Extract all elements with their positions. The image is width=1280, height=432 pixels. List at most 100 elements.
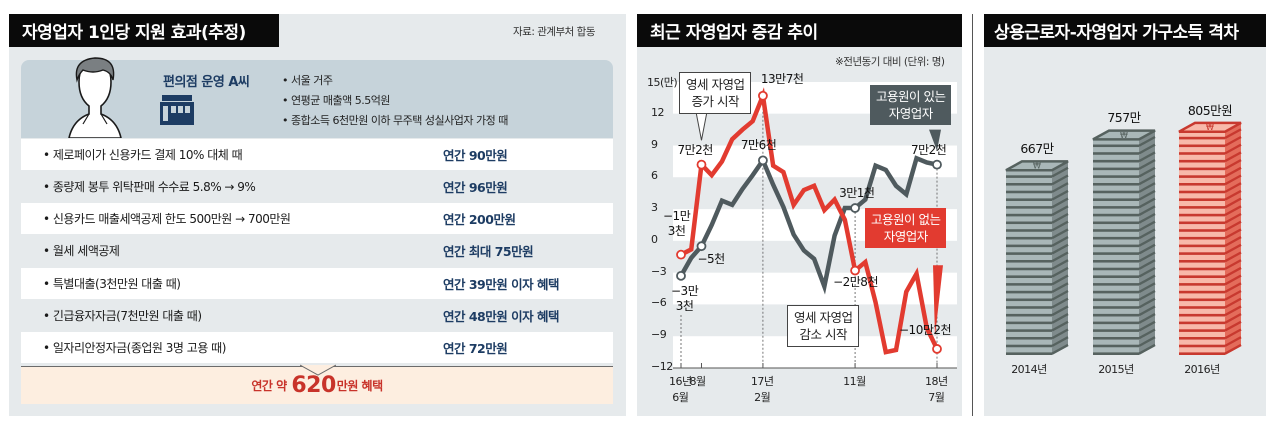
coin-layer — [1179, 247, 1225, 255]
coin-layer — [1179, 262, 1225, 271]
coin-layer — [1006, 331, 1052, 340]
total-pointer — [300, 364, 336, 376]
coin-edge — [1093, 144, 1139, 148]
y-tick-label: 3 — [651, 201, 658, 215]
benefit-label: • 긴급융자자금(7천만원 대출 때) — [43, 309, 202, 323]
label-red-nov: −2만8천 — [833, 274, 878, 289]
coin-edge — [1179, 183, 1225, 186]
coin-side-edge — [1224, 251, 1242, 263]
coin-side-edge — [1224, 212, 1242, 224]
coin-edge — [1093, 152, 1139, 155]
coin-edge — [1179, 213, 1225, 217]
coin-side-edge — [1051, 313, 1069, 324]
coin-side-edge — [1051, 166, 1069, 178]
coin-layer — [1006, 224, 1052, 232]
coin-side-edge — [1051, 289, 1069, 301]
y-tick-label: 0 — [651, 232, 658, 246]
y-tick-label: −3 — [651, 264, 667, 278]
coin-layer — [1093, 254, 1139, 263]
coin-edge — [1006, 344, 1052, 348]
coin-layer — [1093, 301, 1139, 309]
benefit-label: • 제로페이가 신용카드 결제 10% 대체 때 — [43, 148, 243, 162]
benefit-row: • 일자리안정자금(종업원 3명 고용 때) 연간 72만원 — [21, 332, 613, 363]
x-tick-label: 8월 — [689, 375, 706, 388]
coin-layer — [1093, 239, 1139, 248]
y-tick-label: 6 — [651, 169, 658, 183]
coin-side-edge — [1138, 166, 1156, 178]
profile-card — [21, 60, 613, 138]
benefit-label: • 일자리안정자금(종업원 3명 고용 때) — [43, 341, 226, 355]
coin-edge — [1006, 183, 1052, 186]
coin-edge — [1006, 236, 1052, 240]
coin-layer — [1093, 331, 1139, 340]
data-point-marker — [758, 155, 768, 166]
coin-layer — [1093, 339, 1139, 348]
coin-layer — [1179, 254, 1225, 263]
coin-edge — [1093, 298, 1139, 302]
coin-side-edge — [1051, 282, 1069, 294]
coin-edge — [1093, 175, 1139, 178]
coin-edge — [1093, 260, 1139, 263]
coin-layer — [1179, 239, 1225, 248]
callout-without-employees: 고용원이 없는 자영업자 — [865, 208, 947, 248]
coin-edge — [1179, 144, 1225, 148]
person-icon — [68, 57, 122, 138]
coin-side-edge — [1138, 236, 1156, 247]
coin-edge — [1179, 344, 1225, 348]
bar-year-label: 2014년 — [1011, 363, 1047, 376]
coin-side-edge — [1138, 228, 1156, 240]
won-icon: ₩ — [1033, 162, 1041, 171]
coin-layer — [1093, 308, 1139, 317]
coin-edge — [1093, 198, 1139, 201]
coin-edge — [1179, 306, 1225, 309]
coin-layer — [1006, 270, 1052, 278]
coin-layer — [1179, 201, 1225, 209]
label-grey-end: 7만2천 — [911, 142, 947, 157]
coin-layer — [1006, 231, 1052, 240]
benefit-label: • 월세 세액공제 — [43, 244, 120, 258]
bar-value-label: 805만원 — [1187, 102, 1233, 118]
coin-edge — [1179, 267, 1225, 271]
label-red-end: −10만2천 — [899, 322, 952, 337]
coin-edge — [1093, 213, 1139, 217]
coin-edge — [1179, 290, 1225, 294]
callout-increase-start: 영세 자영업 증가 시작 — [679, 72, 752, 114]
coin-edge — [1179, 275, 1225, 278]
label-grey-aug16: −5천 — [697, 252, 725, 267]
coin-edge — [1179, 329, 1225, 332]
coin-top — [1005, 160, 1069, 172]
coin-layer — [1093, 224, 1139, 232]
coin-layer — [1006, 185, 1052, 194]
coin-layer — [1093, 162, 1139, 171]
coin-layer — [1179, 278, 1225, 286]
coin-layer — [1093, 170, 1139, 178]
coin-layer — [1179, 162, 1225, 171]
coin-edge — [1093, 159, 1139, 163]
coin-edge — [1006, 252, 1052, 255]
data-point-marker — [758, 90, 768, 101]
coin-layer — [1006, 193, 1052, 201]
coin-side-edge — [1224, 313, 1242, 324]
coin-layer — [1093, 278, 1139, 286]
coin-side-edge — [1224, 197, 1242, 209]
coin-top — [1178, 121, 1242, 133]
coin-edge — [1093, 206, 1139, 209]
y-tick-label: −12 — [651, 360, 673, 373]
coin-side-edge — [1224, 166, 1242, 178]
coin-layer — [1093, 177, 1139, 186]
total-amount: 620 — [291, 373, 336, 398]
coin-side-edge — [1138, 305, 1156, 317]
coin-edge — [1179, 321, 1225, 325]
coin-side-edge — [1051, 320, 1069, 332]
coin-edge — [1006, 283, 1052, 286]
bar-year-label: 2016년 — [1184, 363, 1220, 376]
data-point-marker — [676, 270, 686, 281]
y-tick-label: 12 — [651, 105, 665, 119]
coin-side-edge — [1138, 297, 1156, 309]
coin-edge — [1093, 306, 1139, 309]
coin-layer — [1006, 247, 1052, 255]
support-panel-title: 자영업자 1인당 지원 효과(추정) — [9, 14, 279, 47]
y-tick-label: −9 — [651, 328, 667, 342]
coin-side-edge — [1138, 182, 1156, 194]
coin-layer — [1006, 177, 1052, 186]
